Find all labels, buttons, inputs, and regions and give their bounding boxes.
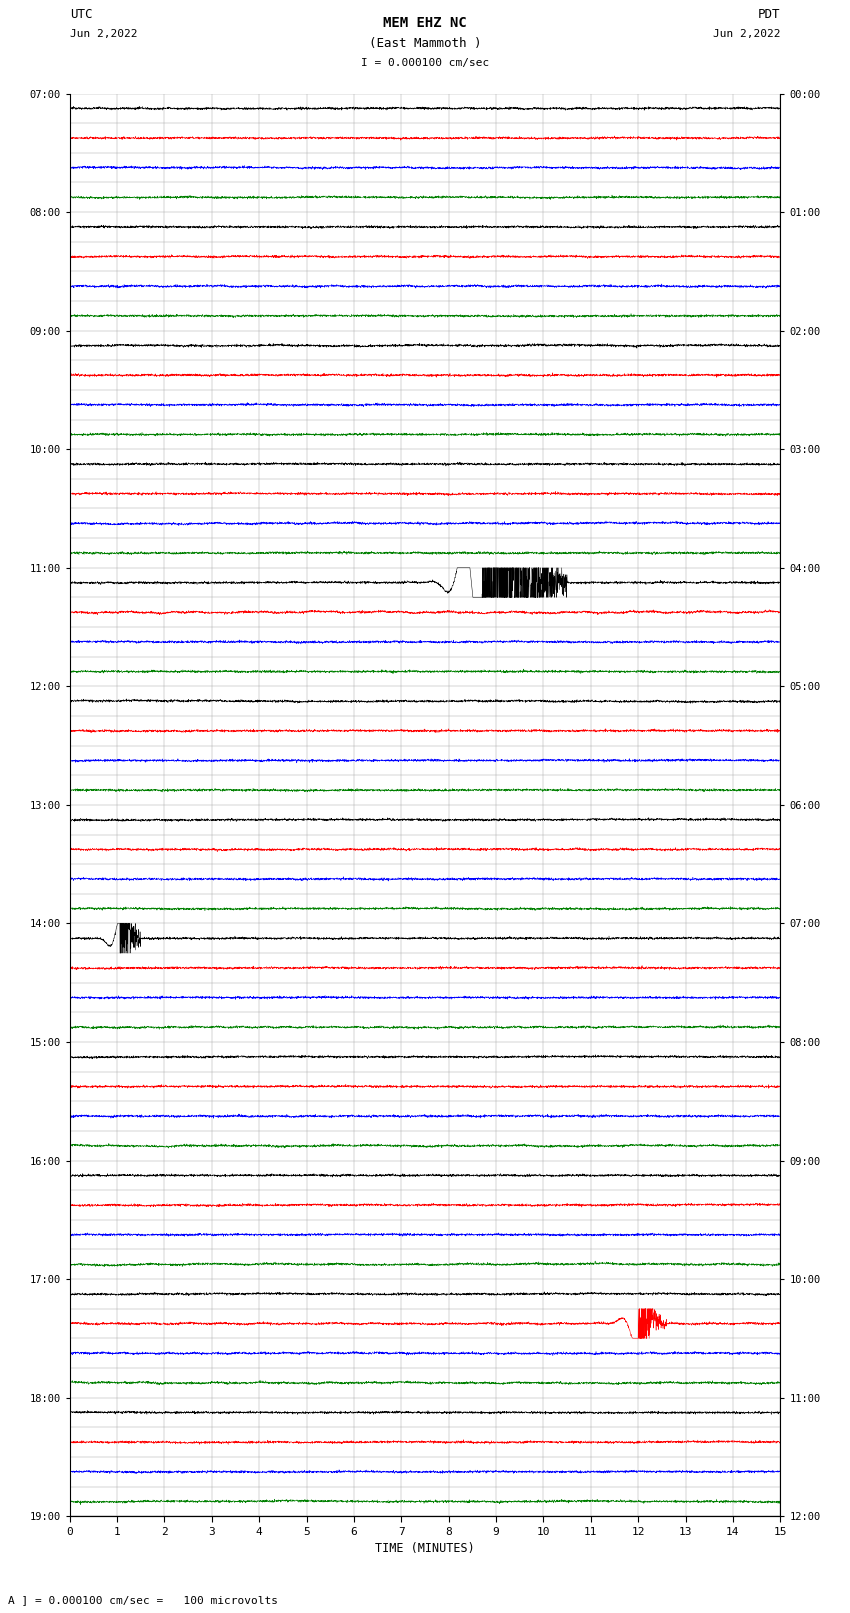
- Text: MEM EHZ NC: MEM EHZ NC: [383, 16, 467, 31]
- Text: Jun 2,2022: Jun 2,2022: [70, 29, 137, 39]
- Text: I = 0.000100 cm/sec: I = 0.000100 cm/sec: [361, 58, 489, 68]
- X-axis label: TIME (MINUTES): TIME (MINUTES): [375, 1542, 475, 1555]
- Text: Jun 2,2022: Jun 2,2022: [713, 29, 780, 39]
- Text: (East Mammoth ): (East Mammoth ): [369, 37, 481, 50]
- Text: A ] = 0.000100 cm/sec =   100 microvolts: A ] = 0.000100 cm/sec = 100 microvolts: [8, 1595, 279, 1605]
- Text: UTC: UTC: [70, 8, 92, 21]
- Text: PDT: PDT: [758, 8, 780, 21]
